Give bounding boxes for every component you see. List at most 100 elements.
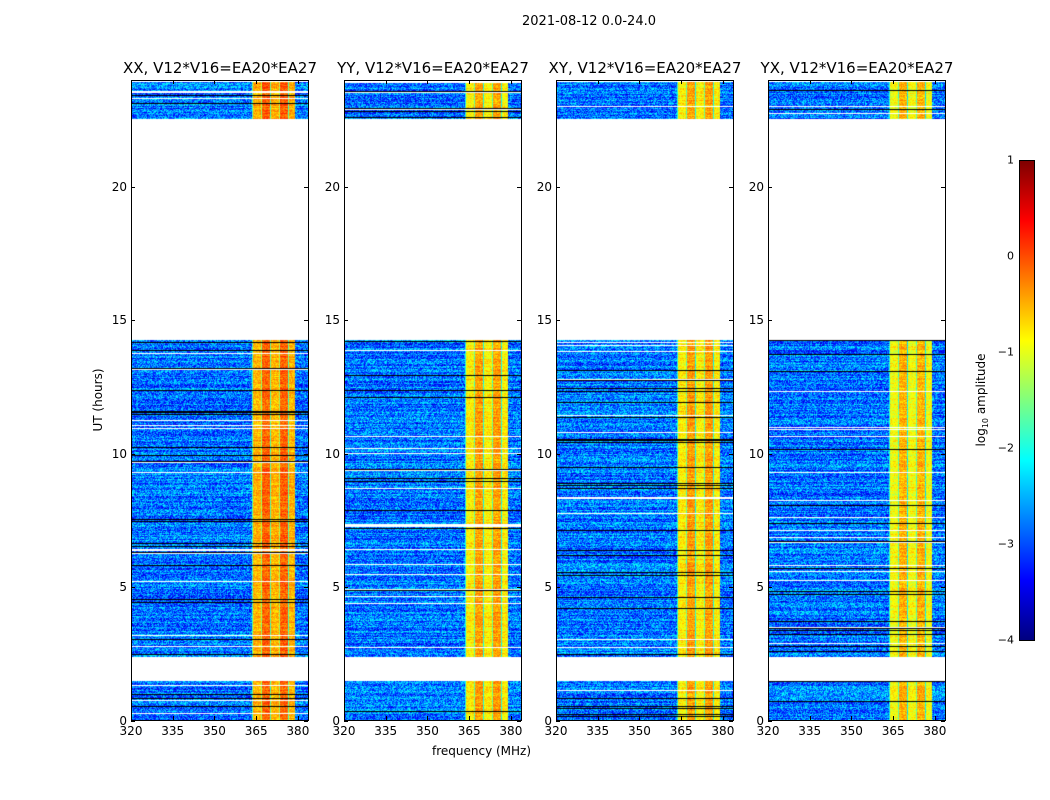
x-tick-mark — [214, 716, 216, 720]
y-tick-mark — [304, 320, 308, 322]
y-tick-label: 5 — [544, 580, 552, 595]
panel-title: YX, V12*V16=EA20*EA27 — [760, 59, 954, 77]
x-tick-label: 380 — [499, 724, 523, 738]
y-tick-mark — [517, 721, 521, 722]
y-tick-label: 0 — [756, 714, 764, 728]
colorbar-label-sub: 10 — [981, 417, 991, 429]
y-tick-mark — [344, 453, 348, 455]
y-tick-mark — [556, 320, 560, 322]
x-tick-mark — [427, 80, 429, 84]
figure-title: 2021-08-12 0.0-24.0 — [522, 14, 656, 29]
y-tick-mark — [344, 587, 348, 589]
colorbar-tick-label: −4 — [997, 633, 1014, 647]
spectrogram-image — [769, 81, 945, 720]
colorbar-tick-label: 1 — [1007, 153, 1014, 167]
colorbar-label: log10 amplitude — [974, 354, 990, 447]
y-tick-label: 20 — [536, 179, 552, 194]
x-tick-mark — [639, 716, 641, 720]
x-tick-mark — [256, 716, 258, 720]
x-tick-mark — [469, 716, 471, 720]
x-tick-label: 350 — [415, 724, 439, 738]
y-tick-mark — [556, 721, 560, 722]
x-tick-mark — [556, 80, 557, 84]
panel-title: YY, V12*V16=EA20*EA27 — [337, 59, 529, 77]
y-tick-label: 5 — [756, 580, 764, 595]
x-tick-label: 380 — [711, 724, 735, 738]
y-tick-mark — [556, 453, 560, 455]
colorbar — [1019, 160, 1035, 641]
x-tick-label: 380 — [286, 724, 310, 738]
y-tick-mark — [131, 587, 135, 589]
x-tick-mark — [597, 716, 599, 720]
y-tick-mark — [941, 721, 945, 722]
y-tick-mark — [729, 453, 733, 455]
x-tick-mark — [851, 716, 853, 720]
y-tick-label: 15 — [324, 313, 340, 328]
y-tick-label: 10 — [324, 446, 340, 461]
spectrogram-image — [345, 81, 521, 720]
x-tick-mark — [809, 716, 811, 720]
x-tick-label: 365 — [881, 724, 905, 738]
x-tick-label: 335 — [161, 724, 185, 738]
y-tick-label: 15 — [111, 313, 127, 328]
y-tick-label: 0 — [332, 714, 340, 728]
y-tick-label: 5 — [332, 580, 340, 595]
colorbar-tick-label: −2 — [997, 441, 1014, 455]
x-tick-mark — [681, 716, 683, 720]
x-tick-label: 335 — [374, 724, 398, 738]
x-tick-mark — [385, 716, 387, 720]
x-tick-label: 320 — [119, 724, 143, 738]
x-tick-mark — [256, 80, 258, 84]
y-tick-mark — [729, 587, 733, 589]
y-tick-mark — [556, 587, 560, 589]
y-tick-mark — [344, 186, 348, 188]
y-tick-label: 10 — [748, 446, 764, 461]
y-tick-mark — [768, 721, 772, 722]
x-tick-label: 380 — [923, 724, 947, 738]
x-tick-label: 365 — [457, 724, 481, 738]
y-tick-label: 20 — [111, 179, 127, 194]
x-tick-mark — [297, 716, 299, 720]
y-tick-mark — [131, 453, 135, 455]
y-tick-mark — [768, 186, 772, 188]
x-tick-mark — [510, 716, 512, 720]
y-tick-mark — [131, 186, 135, 188]
x-tick-mark — [893, 80, 895, 84]
x-tick-label: 335 — [798, 724, 822, 738]
y-tick-mark — [517, 453, 521, 455]
x-tick-label: 320 — [756, 724, 780, 738]
x-tick-mark — [344, 716, 345, 720]
y-tick-mark — [517, 587, 521, 589]
y-tick-mark — [344, 320, 348, 322]
y-tick-label: 5 — [119, 580, 127, 595]
y-tick-mark — [768, 587, 772, 589]
x-tick-label: 350 — [627, 724, 651, 738]
panel-title: XX, V12*V16=EA20*EA27 — [122, 59, 318, 77]
spectrogram-image — [557, 81, 733, 720]
y-tick-mark — [729, 186, 733, 188]
x-tick-mark — [768, 80, 769, 84]
y-tick-mark — [304, 186, 308, 188]
x-tick-mark — [768, 716, 769, 720]
x-tick-mark — [214, 80, 216, 84]
x-tick-label: 350 — [202, 724, 226, 738]
y-tick-mark — [517, 320, 521, 322]
x-tick-mark — [722, 80, 724, 84]
x-tick-label: 365 — [244, 724, 268, 738]
y-tick-label: 10 — [536, 446, 552, 461]
y-tick-label: 20 — [748, 179, 764, 194]
x-tick-mark — [681, 80, 683, 84]
colorbar-tick-label: −1 — [997, 345, 1014, 359]
y-tick-mark — [304, 587, 308, 589]
x-tick-mark — [934, 80, 936, 84]
x-tick-mark — [597, 80, 599, 84]
x-tick-mark — [469, 80, 471, 84]
x-tick-mark — [172, 716, 174, 720]
colorbar-tick-label: −3 — [997, 537, 1014, 551]
y-tick-label: 20 — [324, 179, 340, 194]
y-tick-label: 15 — [748, 313, 764, 328]
y-tick-mark — [304, 453, 308, 455]
x-tick-label: 365 — [669, 724, 693, 738]
spectrogram-panel — [344, 80, 522, 721]
y-tick-mark — [304, 721, 308, 722]
